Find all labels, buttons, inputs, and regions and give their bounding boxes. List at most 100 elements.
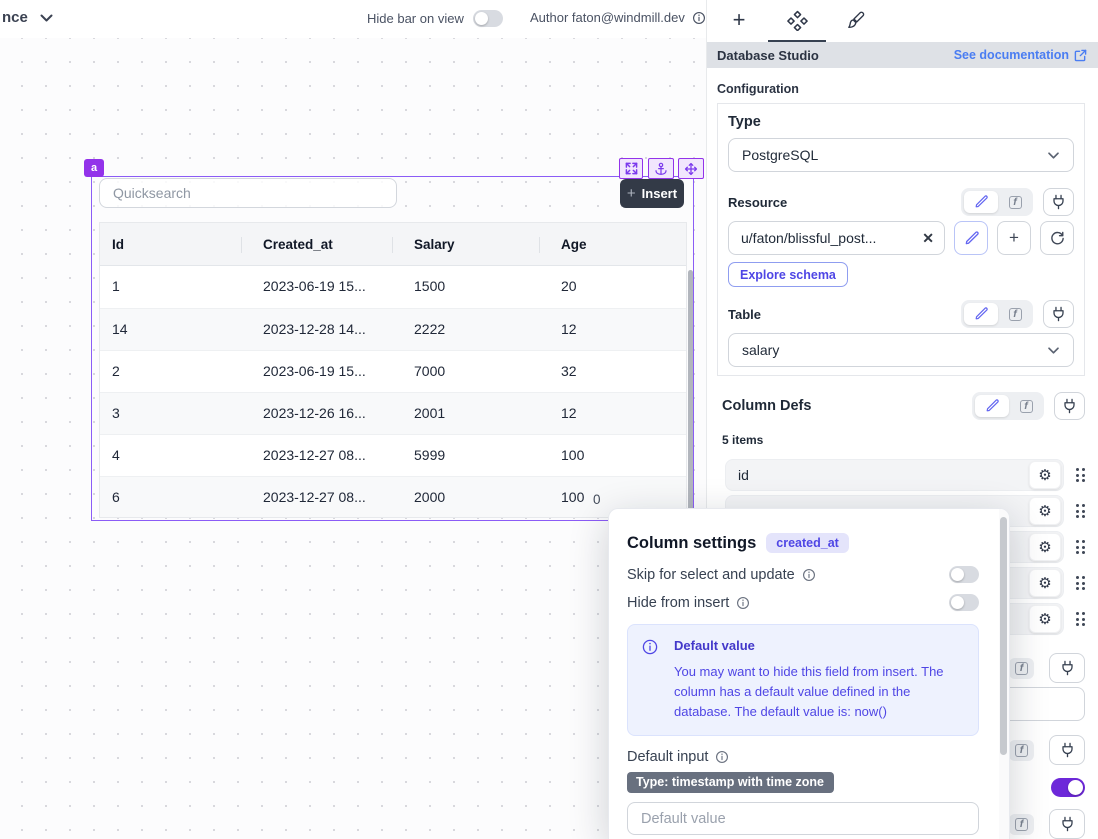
quicksearch-input[interactable]: [99, 178, 397, 208]
hide-from-insert-toggle[interactable]: [949, 594, 979, 611]
info-icon: [642, 639, 658, 655]
drag-handle[interactable]: [1076, 504, 1085, 518]
anchor-icon: [655, 162, 667, 175]
type-select[interactable]: PostgreSQL: [728, 138, 1074, 172]
table-cell: 1500: [414, 278, 446, 294]
column-header[interactable]: Age: [539, 223, 678, 266]
gear-icon[interactable]: ⚙: [1029, 461, 1061, 489]
static-mode-button[interactable]: [964, 191, 998, 213]
connect-button[interactable]: [1049, 653, 1085, 683]
function-mode-button[interactable]: f: [1009, 657, 1034, 679]
hidden-setting-toggle-row: [717, 778, 1085, 797]
anchor-button[interactable]: [648, 158, 674, 179]
component-id-badge[interactable]: a: [84, 159, 104, 177]
connect-button[interactable]: [1049, 809, 1085, 839]
drag-handle[interactable]: [1076, 468, 1085, 482]
gear-icon[interactable]: ⚙: [1029, 569, 1061, 597]
resource-input[interactable]: [741, 230, 917, 246]
component-icon: [786, 10, 808, 31]
table-cell: 2000: [414, 489, 446, 505]
column-def-input[interactable]: id ⚙: [725, 459, 1064, 491]
table-cell: 2001: [414, 405, 446, 421]
skip-select-update-toggle[interactable]: [949, 566, 979, 583]
table-label: Table: [728, 306, 761, 322]
pencil-icon: [975, 307, 988, 320]
column-defs-count: 5 items: [722, 433, 764, 447]
drag-handle[interactable]: [1076, 576, 1085, 590]
static-mode-button[interactable]: [964, 303, 998, 325]
gear-icon[interactable]: ⚙: [1029, 605, 1061, 633]
function-mode-button[interactable]: f: [1000, 303, 1030, 325]
table-row[interactable]: 14 2023-12-28 14... 2222 12: [100, 308, 686, 350]
column-name-badge: created_at: [766, 533, 849, 553]
table-cell: 100: [561, 489, 585, 505]
table-cell: 2023-12-27 08...: [263, 447, 366, 463]
table-cell: 2023-06-19 15...: [263, 278, 366, 294]
table-cell: 32: [561, 363, 577, 379]
table-component[interactable]: [91, 176, 694, 521]
modal-scrollbar-thumb[interactable]: [1000, 517, 1007, 755]
tab-component-settings[interactable]: [768, 0, 826, 42]
paintbrush-icon: [848, 11, 865, 29]
plug-icon: [1053, 306, 1064, 322]
gear-icon[interactable]: ⚙: [1029, 533, 1061, 561]
table-row[interactable]: 3 2023-12-26 16... 2001 12: [100, 392, 686, 434]
column-def-label: id: [738, 467, 749, 483]
table-select[interactable]: salary: [728, 333, 1074, 367]
function-icon: f: [1015, 661, 1028, 675]
column-header[interactable]: Salary: [392, 223, 539, 266]
hidden-setting-controls-3: f: [717, 809, 1085, 839]
table-header: Id Created_at Salary Age: [100, 223, 686, 266]
function-mode-button[interactable]: f: [1000, 191, 1030, 213]
table-cell: 12: [561, 405, 577, 421]
alert-title: Default value: [674, 638, 755, 653]
table-cell: 1: [112, 278, 120, 294]
tab-styling[interactable]: [826, 0, 884, 42]
table-cell: 20: [561, 278, 577, 294]
table-cell: 2023-12-26 16...: [263, 405, 366, 421]
modal-title: Column settings: [627, 533, 757, 552]
table-row[interactable]: 1 2023-06-19 15... 1500 20: [100, 266, 686, 308]
hidden-setting-toggle[interactable]: [1051, 778, 1085, 797]
connect-button[interactable]: [1054, 392, 1085, 420]
default-value-input[interactable]: [627, 802, 979, 836]
app-name-menu[interactable]: nce: [2, 9, 54, 26]
hide-bar-toggle[interactable]: [472, 10, 503, 27]
pencil-icon: [975, 195, 988, 208]
edit-resource-button[interactable]: [954, 221, 988, 255]
table-row[interactable]: 2 2023-06-19 15... 7000 32: [100, 350, 686, 392]
table-cell: 2023-12-27 08...: [263, 489, 366, 505]
data-table: Id Created_at Salary Age 1 2023-06-19 15... 1…: [99, 222, 687, 518]
table-row[interactable]: 4 2023-12-27 08... 5999 100: [100, 434, 686, 476]
table-scrollbar[interactable]: [688, 270, 693, 516]
refresh-button[interactable]: [1040, 221, 1074, 255]
pencil-icon: [986, 399, 999, 412]
connect-button[interactable]: [1043, 188, 1074, 216]
panel-title: Database Studio: [717, 47, 819, 63]
function-mode-button[interactable]: f: [1009, 813, 1034, 835]
table-cell: 2: [112, 363, 120, 379]
column-header[interactable]: Created_at: [241, 223, 392, 266]
see-documentation-link[interactable]: See documentation: [954, 48, 1087, 62]
add-resource-button[interactable]: +: [997, 221, 1031, 255]
table-cell: 4: [112, 447, 120, 463]
connect-button[interactable]: [1043, 300, 1074, 328]
function-mode-button[interactable]: f: [1009, 739, 1034, 761]
tab-insert-component[interactable]: +: [710, 0, 768, 42]
column-header[interactable]: Id: [112, 237, 124, 252]
static-mode-button[interactable]: [975, 395, 1009, 417]
plug-icon: [1061, 742, 1073, 758]
gear-icon[interactable]: ⚙: [1029, 497, 1061, 525]
drag-handle[interactable]: [1076, 612, 1085, 626]
drag-handle[interactable]: [1076, 540, 1085, 554]
move-icon: [684, 162, 698, 175]
connect-button[interactable]: [1049, 735, 1085, 765]
resource-input-wrap: ✕: [728, 221, 945, 255]
explore-schema-button[interactable]: Explore schema: [728, 262, 848, 287]
move-button[interactable]: [678, 158, 704, 179]
function-mode-button[interactable]: f: [1011, 395, 1041, 417]
expand-button[interactable]: [619, 158, 643, 179]
insert-button[interactable]: + Insert: [620, 179, 684, 208]
clear-icon[interactable]: ✕: [922, 229, 934, 246]
table-row[interactable]: 6 2023-12-27 08... 2000 100: [100, 476, 686, 517]
